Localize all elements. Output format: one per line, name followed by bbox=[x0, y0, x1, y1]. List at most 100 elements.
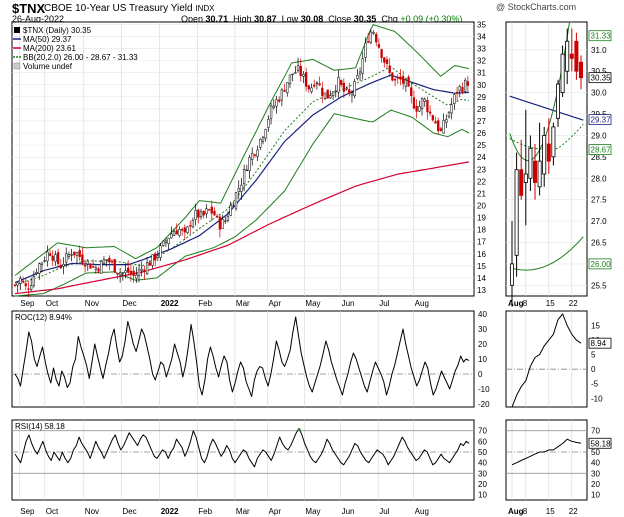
candle-body-up bbox=[350, 92, 354, 96]
price-y-tick: 17 bbox=[477, 238, 486, 247]
legend-swatch-price bbox=[14, 27, 20, 33]
zoom-value-tag bbox=[588, 144, 612, 155]
candle-body-up bbox=[86, 260, 89, 265]
candle-body-up bbox=[19, 278, 22, 284]
candle-body-down bbox=[92, 266, 95, 268]
price-y-tick: 26 bbox=[477, 129, 486, 138]
candle-body-down bbox=[13, 284, 17, 286]
rsi-y-tick: 60 bbox=[478, 437, 487, 446]
candle-body-up bbox=[331, 91, 335, 97]
zoom-candle-body-up bbox=[528, 147, 533, 179]
rsi-overbought-fill bbox=[297, 428, 301, 431]
rsi-zoom-y-tick: 10 bbox=[591, 491, 600, 500]
x-tick-label: Aug bbox=[415, 299, 429, 308]
candle-body-up bbox=[221, 219, 224, 229]
price-y-tick: 20 bbox=[477, 201, 486, 210]
roc-zoom-y-tick: -10 bbox=[591, 394, 603, 403]
rsi-value-tag-text: 58.18 bbox=[591, 439, 612, 448]
zoom-bb-lower-line bbox=[509, 236, 584, 271]
zoom-y-tick: 30.5 bbox=[591, 67, 607, 76]
candle-body-down bbox=[197, 209, 200, 218]
bb-middle-line bbox=[14, 66, 470, 286]
candle-body-up bbox=[100, 260, 103, 274]
candle-body-up bbox=[234, 192, 238, 209]
zoom-candle-body-down bbox=[533, 160, 538, 183]
candle-body-down bbox=[59, 264, 62, 269]
candle-body-down bbox=[27, 288, 30, 290]
roc-y-tick: 10 bbox=[478, 355, 487, 364]
candle-body-up bbox=[291, 73, 294, 75]
price-y-tick: 23 bbox=[477, 165, 486, 174]
candle-body-down bbox=[466, 81, 470, 86]
price-y-tick: 33 bbox=[477, 45, 486, 54]
bb-upper-line bbox=[14, 24, 470, 276]
candle-body-down bbox=[388, 65, 391, 73]
zoom-y-tick: 28.0 bbox=[591, 174, 607, 183]
x-tick-label-bottom: Nov bbox=[85, 507, 99, 516]
candle-body-up bbox=[272, 105, 275, 108]
price-y-tick: 21 bbox=[477, 189, 486, 198]
candle-body-up bbox=[240, 184, 243, 192]
candle-body-up bbox=[245, 169, 248, 172]
candle-body-down bbox=[385, 59, 389, 64]
candle-body-up bbox=[445, 119, 448, 123]
bb-lower-line bbox=[14, 109, 470, 297]
candle-body-down bbox=[380, 49, 383, 59]
zoom-candle-body-up bbox=[551, 126, 556, 158]
candle-body-up bbox=[361, 58, 364, 74]
candle-body-up bbox=[251, 153, 254, 160]
legend-entry: BB(20,2.0) 26.00 - 28.67 - 31.33 bbox=[23, 53, 138, 62]
candle-body-up bbox=[323, 92, 327, 99]
candle-body-up bbox=[172, 231, 176, 236]
zoom-candle-body-up bbox=[560, 53, 565, 94]
zoom-value-tag-text: 29.37 bbox=[591, 116, 612, 125]
candle-body-up bbox=[70, 254, 73, 256]
x-tick-label-bottom: Feb bbox=[198, 507, 212, 516]
x-tick-label-bottom: Aug bbox=[415, 507, 429, 516]
zoom-candle-body-down bbox=[579, 61, 584, 79]
candle-body-up bbox=[356, 75, 359, 79]
zoom-ma50-line bbox=[509, 95, 584, 121]
candle-body-up bbox=[226, 216, 230, 221]
zoom-x-tick-bottom: 8 bbox=[523, 507, 528, 516]
candle-body-down bbox=[410, 87, 413, 97]
x-tick-label: Jul bbox=[379, 299, 389, 308]
candle-body-up bbox=[16, 282, 19, 286]
roc-zoom-frame bbox=[505, 310, 588, 408]
candle-body-down bbox=[439, 128, 443, 131]
price-y-tick: 13 bbox=[477, 286, 486, 295]
candle-body-down bbox=[143, 269, 146, 272]
close-value: 30.35 bbox=[353, 14, 377, 24]
candle-body-up bbox=[170, 233, 173, 239]
candle-body-down bbox=[108, 257, 111, 263]
zoom-price-frame bbox=[505, 21, 588, 297]
candle-body-up bbox=[38, 263, 41, 274]
candle-body-up bbox=[261, 136, 265, 142]
candle-body-up bbox=[124, 270, 127, 274]
candle-body-up bbox=[269, 105, 273, 119]
candle-body-down bbox=[253, 154, 257, 156]
candle-body-down bbox=[213, 210, 216, 216]
date-label: 26-Aug-2022 bbox=[12, 14, 65, 24]
x-tick-label: Dec bbox=[122, 299, 136, 308]
candle-body-down bbox=[318, 83, 321, 86]
legend-swatch-volume bbox=[13, 62, 21, 70]
candle-body-up bbox=[256, 149, 259, 157]
x-tick-label: Apr bbox=[269, 299, 282, 308]
candle-body-up bbox=[105, 259, 108, 261]
candle-body-up bbox=[237, 188, 240, 192]
candle-body-up bbox=[302, 74, 305, 77]
candle-body-up bbox=[140, 268, 143, 271]
legend-entry: MA(50) 29.37 bbox=[23, 35, 72, 44]
candle-body-up bbox=[450, 104, 453, 114]
candle-body-down bbox=[321, 87, 324, 96]
candle-body-up bbox=[62, 264, 65, 267]
chg-value: +0.09 (+0.30%) bbox=[400, 14, 463, 24]
zoom-y-tick: 27.5 bbox=[591, 196, 607, 205]
roc-y-tick: 0 bbox=[478, 370, 483, 379]
price-y-tick: 24 bbox=[477, 153, 486, 162]
candle-body-down bbox=[375, 34, 378, 43]
x-tick-label: Nov bbox=[85, 299, 99, 308]
candle-body-down bbox=[313, 84, 316, 87]
candle-body-up bbox=[337, 77, 340, 93]
